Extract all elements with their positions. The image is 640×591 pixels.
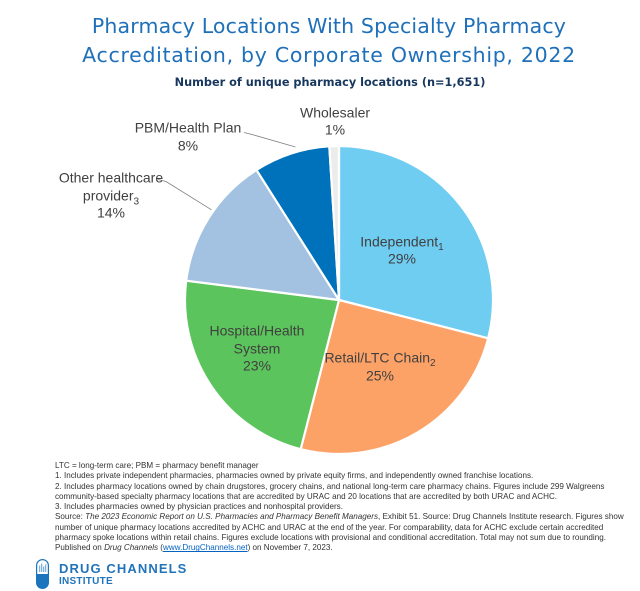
footnote-source-line1: Source: The 2023 Economic Report on U.S.…: [55, 512, 637, 522]
dci-logo: DRUG CHANNELS INSTITUTE: [36, 559, 187, 589]
slice-label-independent-pct: 29%: [387, 250, 417, 267]
drugchannels-link[interactable]: www.DrugChannels.net: [163, 543, 248, 553]
capsule-icon: [36, 559, 49, 589]
published-label: Published on: [55, 543, 105, 553]
slice-label-other-pct: 14%: [96, 204, 126, 221]
slice-label-pbm-name: PBM/Health Plan: [134, 119, 242, 136]
source-report-title: The 2023 Economic Report on U.S. Pharmac…: [85, 512, 379, 522]
slice-label-retail-name: Retail/LTC Chain: [324, 349, 430, 366]
logo-name: DRUG CHANNELS: [59, 560, 188, 576]
logo-text: DRUG CHANNELS INSTITUTE: [59, 562, 187, 588]
chart-subtitle: Number of unique pharmacy locations (n=1…: [174, 75, 486, 89]
slice-label-pbm: PBM/Health Plan 8%: [135, 119, 242, 154]
slice-label-hospital-name2: System: [233, 340, 281, 357]
slice-label-retail-pct: 25%: [365, 367, 395, 383]
footnote-2-line2: community-based specialty pharmacy locat…: [55, 491, 558, 501]
pie-slice-hospital-health-system: [183, 279, 341, 451]
source-rest: , Exhibit 51. Source: Drug Channels Inst…: [378, 512, 624, 522]
pie-slice-retail-ltc-chain: [299, 298, 490, 456]
slice-label-hospital: Hospital/Health System 23%: [210, 323, 305, 376]
logo-institute: INSTITUTE: [59, 576, 113, 587]
slice-label-hospital-pct: 23%: [242, 357, 272, 374]
slice-label-retail: Retail/LTC Chain2 25%: [324, 349, 435, 384]
slice-label-pbm-pct: 8%: [177, 137, 199, 153]
pie-slice-independent: [337, 144, 495, 340]
source-label: Source:: [55, 512, 86, 522]
slice-label-wholesaler-name: Wholesaler: [299, 103, 371, 120]
published-date: ) on November 7, 2023.: [247, 543, 333, 553]
chart-title: Pharmacy Locations With Specialty Pharma…: [9, 12, 640, 70]
footnote-source-line3: pharmacy spoke locations within retail c…: [55, 533, 606, 543]
slice-label-other: Other healthcare provider3 14%: [59, 170, 163, 223]
chart-title-line1: Pharmacy Locations With Specialty Pharma…: [91, 13, 567, 38]
published-paren-open: (: [158, 543, 164, 553]
slice-label-hospital-name1: Hospital/Health: [209, 322, 305, 339]
footnote-2-line1: 2. Includes pharmacy locations owned by …: [55, 481, 605, 491]
chart-title-line2: Accreditation, by Corporate Ownership, 2…: [82, 42, 576, 67]
published-site-name: Drug Channels: [104, 543, 159, 553]
footnote-abbrev: LTC = long-term care; PBM = pharmacy ben…: [55, 461, 259, 470]
footnotes: LTC = long-term care; PBM = pharmacy ben…: [55, 461, 637, 554]
leader-line-other: [157, 179, 212, 211]
footnote-1: 1. Includes private independent pharmaci…: [55, 471, 534, 481]
pie-slice-wholesaler: [328, 144, 341, 302]
footnote-source-line2: number of unique pharmacy locations accr…: [55, 522, 604, 532]
footnote-published: Published on Drug Channels (www.DrugChan…: [55, 543, 637, 553]
pie-slice-other-healthcare-provider: [185, 168, 341, 302]
slice-label-independent: Independent1 29%: [360, 233, 443, 268]
slice-label-other-footref: 3: [133, 196, 140, 207]
slice-label-wholesaler-pct: 1%: [324, 121, 346, 138]
slice-label-other-name1: Other healthcare: [58, 169, 164, 186]
leader-line-pbm: [243, 132, 296, 148]
footnote-3: 3. Includes pharmacies owned by physicia…: [55, 502, 343, 512]
slice-label-independent-name: Independent: [360, 232, 439, 249]
slice-label-independent-footref: 1: [438, 241, 444, 253]
slice-label-wholesaler: Wholesaler 1%: [300, 104, 370, 139]
slice-label-other-name2: provider: [82, 187, 134, 204]
slice-label-retail-footref: 2: [430, 358, 436, 370]
